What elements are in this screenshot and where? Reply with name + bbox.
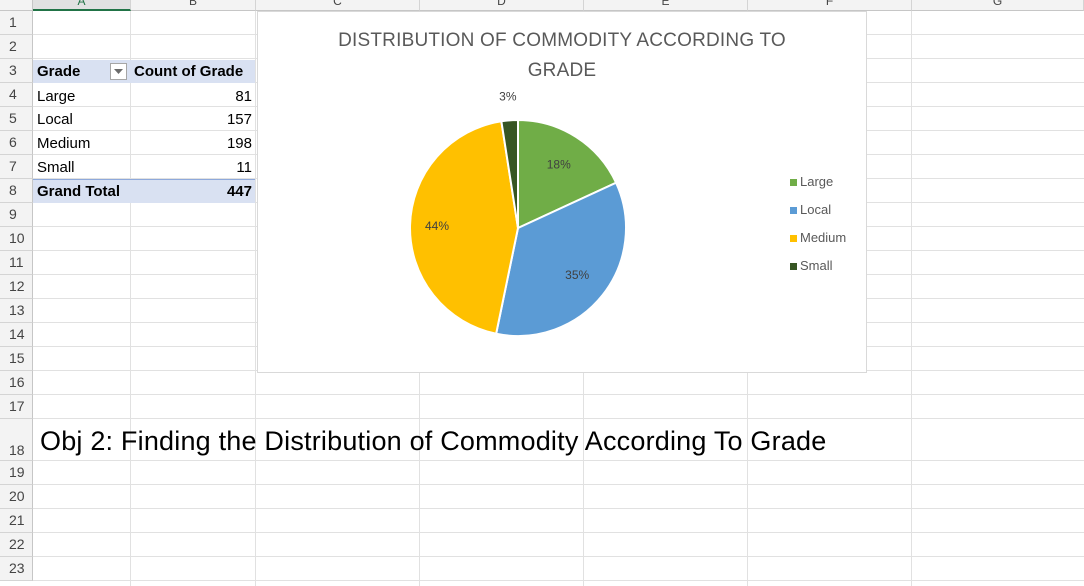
pivot-row-value[interactable]: 81 (235, 88, 252, 105)
gridline-row (33, 484, 1084, 485)
pie-data-label: 3% (499, 90, 517, 104)
pie-slice-small[interactable] (500, 118, 519, 229)
column-header-b[interactable]: B (131, 0, 256, 11)
column-header-g[interactable]: G (912, 0, 1084, 11)
pivot-total-fill (33, 180, 255, 203)
row-header-20[interactable]: 20 (0, 485, 33, 509)
gridline-row (33, 532, 1084, 533)
pivot-header-grade[interactable]: Grade (37, 63, 81, 80)
row-header-13[interactable]: 13 (0, 299, 33, 323)
gridline-column (911, 11, 912, 586)
column-header-e[interactable]: E (584, 0, 748, 11)
row-header-11[interactable]: 11 (0, 251, 33, 275)
row-header-12[interactable]: 12 (0, 275, 33, 299)
pivot-total-value[interactable]: 447 (226, 183, 252, 200)
row-header-14[interactable]: 14 (0, 323, 33, 347)
row-header-17[interactable]: 17 (0, 395, 33, 419)
gridline-row (33, 556, 1084, 557)
pie-slice-large[interactable] (517, 118, 618, 230)
gridline-row (33, 508, 1084, 509)
dropdown-filter-icon[interactable] (110, 63, 127, 80)
legend-label-medium: Medium (800, 230, 846, 245)
row-header-18[interactable]: 18 (0, 419, 33, 461)
row-header-4[interactable]: 4 (0, 83, 33, 107)
gridline-row (33, 418, 1084, 419)
pivot-total-border (33, 179, 255, 180)
column-header-a[interactable]: A (33, 0, 131, 11)
pivot-header-fill (33, 60, 255, 83)
column-header-d[interactable]: D (420, 0, 584, 11)
chart-title: DISTRIBUTION OF COMMODITY ACCORDING TO G… (258, 26, 866, 86)
pie-data-label: 44% (425, 219, 449, 233)
row-header-23[interactable]: 23 (0, 557, 33, 581)
gridline-row (33, 460, 1084, 461)
row-header-22[interactable]: 22 (0, 533, 33, 557)
row-header-19[interactable]: 19 (0, 461, 33, 485)
row-header-6[interactable]: 6 (0, 131, 33, 155)
row-header-9[interactable]: 9 (0, 203, 33, 227)
row-header-5[interactable]: 5 (0, 107, 33, 131)
legend-swatch-small (790, 263, 797, 270)
pie-svg: 18% 35% 44% 3% Large Local Medium Small (409, 90, 846, 337)
row-header-21[interactable]: 21 (0, 509, 33, 533)
row-header-8[interactable]: 8 (0, 179, 33, 203)
legend-label-large: Large (800, 174, 833, 189)
pivot-total-label[interactable]: Grand Total (37, 183, 121, 200)
pie-data-label: 18% (547, 157, 571, 171)
legend-swatch-large (790, 179, 797, 186)
legend-label-small: Small (800, 258, 833, 273)
pivot-row-value[interactable]: 198 (226, 135, 252, 152)
column-header-c[interactable]: C (256, 0, 420, 11)
row-header-7[interactable]: 7 (0, 155, 33, 179)
pie-slice-medium[interactable] (409, 120, 520, 335)
row-header-16[interactable]: 16 (0, 371, 33, 395)
pivot-row-label[interactable]: Small (37, 159, 75, 176)
gridline-row (33, 580, 1084, 581)
pie-slice-local[interactable] (494, 181, 627, 337)
row-header-1[interactable]: 1 (0, 11, 33, 35)
gridline-column (130, 11, 131, 586)
chart-title-line1: DISTRIBUTION OF COMMODITY ACCORDING TO (338, 30, 786, 51)
row-header-3[interactable]: 3 (0, 59, 33, 83)
pivot-row-label[interactable]: Large (37, 88, 76, 105)
legend-swatch-local (790, 207, 797, 214)
row-header-2[interactable]: 2 (0, 35, 33, 59)
chart-title-line2: GRADE (527, 60, 597, 81)
pie-data-label: 35% (565, 268, 589, 282)
pivot-header-count[interactable]: Count of Grade (134, 63, 244, 80)
pivot-row-value[interactable]: 157 (226, 111, 252, 128)
pivot-row-label[interactable]: Medium (37, 135, 91, 152)
gridline-column (255, 11, 256, 586)
pivot-row-label[interactable]: Local (37, 111, 73, 128)
pie-chart[interactable]: DISTRIBUTION OF COMMODITY ACCORDING TO G… (257, 11, 867, 373)
row-header-15[interactable]: 15 (0, 347, 33, 371)
column-header-f[interactable]: F (748, 0, 912, 11)
select-all-corner[interactable] (0, 0, 33, 11)
legend-label-local: Local (800, 202, 831, 217)
pivot-row-value[interactable]: 11 (236, 159, 252, 176)
gridline-row (33, 394, 1084, 395)
legend-swatch-medium (790, 235, 797, 242)
objective-text[interactable]: Obj 2: Finding the Distribution of Commo… (40, 426, 827, 456)
row-header-10[interactable]: 10 (0, 227, 33, 251)
